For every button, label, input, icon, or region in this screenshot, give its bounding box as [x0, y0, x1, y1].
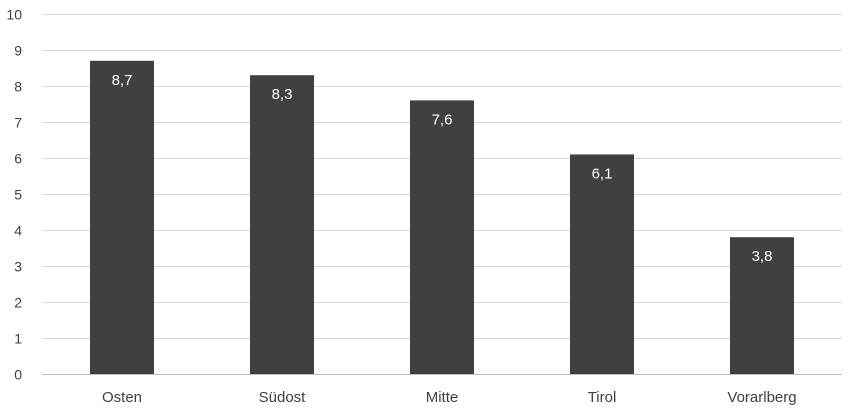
- x-tick-label: Tirol: [588, 389, 617, 406]
- x-tick-label: Südost: [259, 389, 307, 406]
- y-tick-label: 3: [14, 259, 22, 275]
- bar: [570, 154, 634, 374]
- x-axis: Osten Südost Mitte Tirol Vorarlberg: [42, 374, 842, 406]
- bar: [410, 100, 474, 375]
- data-label: 6,1: [592, 165, 613, 182]
- data-label: 7,6: [432, 111, 453, 128]
- bar: [730, 237, 794, 374]
- x-tick-label: Vorarlberg: [727, 389, 796, 406]
- bar: [90, 60, 154, 375]
- y-tick-label: 7: [14, 115, 22, 131]
- y-axis: 0 1 2 3 4 5 6 7 8 9 10: [6, 7, 22, 383]
- x-tick-label: Osten: [102, 389, 142, 406]
- y-tick-label: 9: [14, 43, 22, 59]
- bars: 8,7 8,3 7,6 6,1 3,8: [90, 60, 794, 375]
- y-tick-label: 10: [6, 7, 22, 23]
- bar: [250, 75, 314, 374]
- data-label: 3,8: [752, 248, 773, 265]
- y-tick-label: 8: [14, 79, 22, 95]
- data-label: 8,3: [272, 86, 293, 103]
- y-tick-label: 1: [14, 331, 22, 347]
- data-label: 8,7: [112, 72, 133, 89]
- y-tick-label: 5: [14, 187, 22, 203]
- y-tick-label: 4: [14, 223, 22, 239]
- y-tick-label: 0: [14, 367, 22, 383]
- y-tick-label: 6: [14, 151, 22, 167]
- y-tick-label: 2: [14, 295, 22, 311]
- x-tick-label: Mitte: [426, 389, 459, 406]
